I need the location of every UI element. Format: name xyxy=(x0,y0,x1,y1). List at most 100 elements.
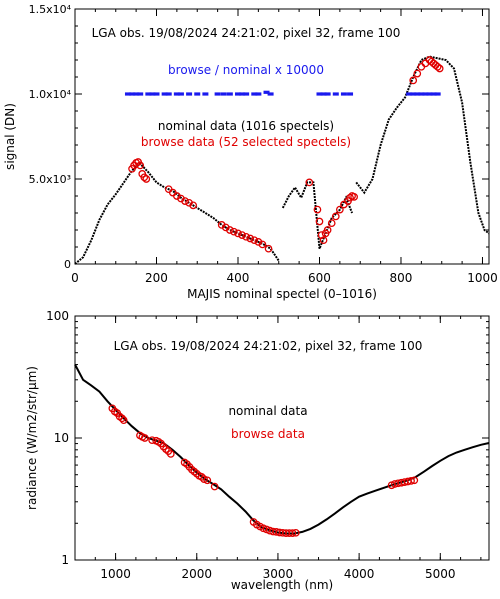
browse-point xyxy=(346,193,354,202)
browse-point xyxy=(142,175,151,183)
browse-point xyxy=(242,232,250,241)
y-tick-label: 1.0x10⁴ xyxy=(29,88,72,101)
x-tick-label: 400 xyxy=(227,271,250,285)
legend-ratio: browse / nominal x 10000 xyxy=(168,63,324,77)
ratio-point xyxy=(214,92,221,96)
ratio-point xyxy=(243,92,250,96)
y-tick-label: 1 xyxy=(61,553,69,567)
x-tick-label: 600 xyxy=(308,271,331,285)
browse-point xyxy=(409,76,418,85)
y-tick-label: 100 xyxy=(46,309,69,323)
browse-point xyxy=(238,231,246,239)
ratio-point xyxy=(324,92,331,96)
legend-nominal: nominal data (1016 spectels) xyxy=(158,119,334,133)
ratio-point xyxy=(177,92,184,96)
x-tick-label: 4000 xyxy=(344,567,375,581)
plot-frame xyxy=(74,8,490,265)
ratio-point xyxy=(129,92,136,96)
ratio-point xyxy=(186,92,193,96)
chart-annotation: LGA obs. 19/08/2024 24:21:02, pixel 32, … xyxy=(92,26,401,40)
ratio-point xyxy=(153,92,160,96)
x-tick-label: 5000 xyxy=(425,567,456,581)
y-tick-label: 5.0x10³ xyxy=(29,173,71,186)
ratio-point xyxy=(226,92,233,96)
ratio-point xyxy=(234,92,241,96)
browse-point xyxy=(313,205,322,214)
ratio-point xyxy=(239,92,246,96)
ratio-point xyxy=(422,92,429,96)
chart-1: 0 200 400 600 800 1000 0 5.0x10³ 1.0x10⁴ 1.5x10⁴ M… xyxy=(3,3,498,301)
browse-point xyxy=(315,217,324,226)
browse-point xyxy=(197,473,206,481)
ratio-point xyxy=(173,92,180,96)
series-nominal-line xyxy=(355,55,490,235)
x-tick-label: 2000 xyxy=(181,567,212,581)
ratio-point xyxy=(426,92,433,96)
ratio-point xyxy=(255,92,262,96)
chart-2: 1000 2000 3000 4000 5000 1 10 100 wavelength (nm… xyxy=(25,309,490,592)
legend-browse: browse data xyxy=(231,427,305,441)
ratio-point xyxy=(332,92,339,96)
browse-point xyxy=(225,226,234,234)
series-nominal-line xyxy=(281,181,354,250)
browse-point xyxy=(140,434,149,442)
ratio-point xyxy=(145,92,152,96)
ratio-point xyxy=(316,92,323,96)
browse-point xyxy=(118,414,126,423)
legend-nominal: nominal data xyxy=(228,404,307,418)
ratio-point xyxy=(251,92,258,96)
ratio-point xyxy=(320,92,327,96)
ratio-point xyxy=(220,92,227,96)
y-axis-label: signal (DN) xyxy=(3,103,17,170)
browse-point xyxy=(246,234,255,243)
ratio-point xyxy=(165,92,172,96)
ratio-point xyxy=(406,92,413,96)
x-tick-label: 3000 xyxy=(263,567,294,581)
browse-point xyxy=(181,197,189,205)
browse-point xyxy=(433,62,442,71)
legend-browse: browse data (52 selected spectels) xyxy=(141,135,351,149)
browse-point xyxy=(407,477,415,485)
browse-point xyxy=(350,193,358,201)
y-axis-label: radiance (W/m2/str/μm) xyxy=(25,366,39,510)
browse-point xyxy=(327,219,336,228)
y-tick-label: 10 xyxy=(54,431,69,445)
browse-point xyxy=(413,69,422,78)
browse-point xyxy=(410,476,419,485)
browse-point xyxy=(189,201,198,210)
browse-point xyxy=(168,188,177,197)
ratio-point xyxy=(161,92,168,96)
x-axis-label: wavelength (nm) xyxy=(231,578,333,592)
ratio-point xyxy=(202,92,209,96)
ratio-point xyxy=(263,90,270,94)
browse-point xyxy=(119,416,128,425)
browse-point xyxy=(230,227,238,236)
browse-point xyxy=(203,476,212,485)
browse-point xyxy=(323,226,332,234)
browse-point xyxy=(331,212,340,221)
x-axis-label: MAJIS nominal spectel (0–1016) xyxy=(187,287,377,301)
y-tick-label: 1.5x10⁴ xyxy=(29,3,72,16)
browse-point xyxy=(305,178,314,187)
ratio-point xyxy=(194,92,201,96)
chart-annotation: LGA obs. 19/08/2024 24:21:02, pixel 32, … xyxy=(114,339,423,353)
browse-point xyxy=(336,205,344,214)
ratio-point xyxy=(340,92,347,96)
ratio-point xyxy=(418,92,425,96)
browse-point xyxy=(140,173,149,182)
browse-point xyxy=(210,482,219,491)
ratio-point xyxy=(133,92,140,96)
browse-point xyxy=(234,229,242,238)
browse-point xyxy=(136,161,145,170)
series-nominal-line xyxy=(74,364,490,535)
x-tick-label: 1000 xyxy=(467,271,498,285)
ratio-point xyxy=(430,92,437,96)
browse-point xyxy=(288,529,297,537)
browse-point xyxy=(319,236,328,245)
y-tick-label: 0 xyxy=(64,258,71,271)
series-nominal-line xyxy=(74,162,280,265)
x-tick-label: 800 xyxy=(390,271,413,285)
ratio-point xyxy=(267,92,274,96)
browse-point xyxy=(250,236,259,245)
